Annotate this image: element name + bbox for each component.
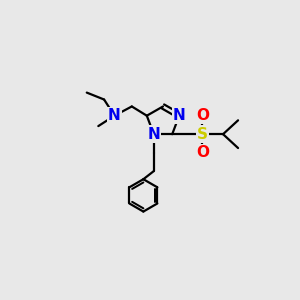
Text: N: N [108,108,121,123]
Text: N: N [147,127,160,142]
Text: N: N [173,108,185,123]
Text: S: S [197,127,208,142]
Text: O: O [196,145,209,160]
Text: O: O [196,108,209,123]
